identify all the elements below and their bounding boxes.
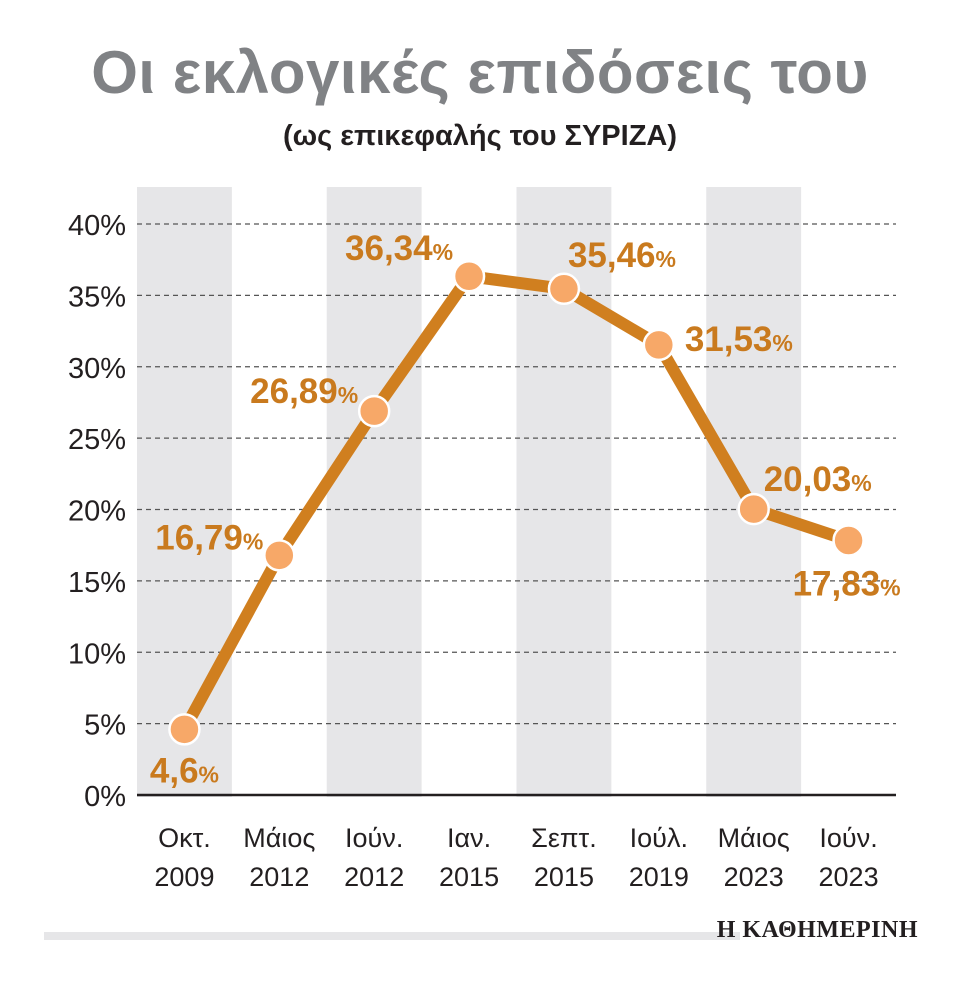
series-line-path (178, 270, 855, 736)
data-labels: 4,6% 16,79% 26,89% 36,34% 35,46% 31,53% 20,03%… (150, 229, 901, 790)
data-point (452, 259, 486, 293)
brand-logo-text: Η ΚΑΘΗΜΕΡΙΝΗ (716, 917, 918, 943)
band-2 (326, 187, 422, 797)
y-tick-label: 10% (68, 638, 126, 670)
y-tick-label: 5% (84, 710, 126, 742)
y-tick-label: 20% (68, 496, 126, 528)
data-point (832, 524, 865, 557)
data-label: 36,34% (345, 229, 453, 268)
y-tick-label: 30% (68, 353, 126, 385)
chart-subtitle: (ως επικεφαλής του ΣΥΡΙΖΑ) (282, 120, 678, 152)
data-label: 4,6% (150, 751, 219, 790)
x-tick-label-month: Ιούν. (345, 823, 403, 853)
x-tick-label-month: Ιούν. (819, 823, 877, 853)
band-6 (706, 187, 802, 797)
y-tick-label: 25% (68, 424, 126, 456)
data-point (737, 492, 770, 526)
x-tick-label-year: 2009 (154, 862, 214, 892)
y-tick-label: 40% (68, 210, 126, 242)
y-tick-label: 15% (68, 567, 126, 599)
data-label: 26,89% (250, 372, 358, 411)
data-label: 17,83% (793, 564, 901, 603)
x-tick-label-month: Ιούλ. (630, 823, 688, 853)
data-label: 35,46% (568, 236, 676, 275)
footer-rule (44, 932, 740, 940)
data-label: 31,53% (685, 320, 793, 359)
band-0 (137, 187, 232, 797)
x-tick-label-year: 2019 (629, 862, 689, 892)
line-chart: 0% 5% 10% 15% 20% 25% 30% 35% 40% Οκτ. 2009 Μάιος 2… (68, 187, 901, 892)
series-line (178, 270, 855, 736)
x-tick-label-year: 2023 (724, 862, 784, 892)
x-tick-label-year: 2012 (249, 862, 309, 892)
data-point (168, 713, 201, 746)
x-tick-label-month: Μάιος (718, 823, 790, 853)
x-tick-label-month: Μάιος (243, 823, 315, 853)
data-point (642, 328, 676, 362)
x-tick-label-year: 2023 (819, 862, 879, 892)
background-bands (137, 187, 802, 797)
x-tick-label-year: 2015 (439, 862, 499, 892)
data-label: 16,79% (155, 518, 263, 557)
x-tick-label-year: 2012 (344, 862, 404, 892)
data-point (357, 394, 391, 428)
x-tick-label-month: Ιαν. (447, 823, 491, 853)
data-point (263, 539, 296, 572)
x-tick-label-month: Οκτ. (158, 823, 211, 853)
chart-title: Οι εκλογικές επιδόσεις του (91, 39, 869, 106)
x-axis-categories: Οκτ. 2009 Μάιος 2012 Ιούν. 2012 Ιαν. 2015 Σεπτ. 2… (154, 823, 878, 892)
x-tick-label-year: 2015 (534, 862, 594, 892)
x-tick-label-month: Σεπτ. (531, 823, 597, 853)
data-point (547, 272, 581, 306)
y-tick-label: 35% (68, 281, 126, 313)
data-label: 20,03% (764, 460, 872, 499)
y-axis-ticks: 0% 5% 10% 15% 20% 25% 30% 35% 40% (68, 210, 126, 813)
y-tick-label: 0% (84, 781, 126, 813)
series-markers (168, 259, 865, 746)
